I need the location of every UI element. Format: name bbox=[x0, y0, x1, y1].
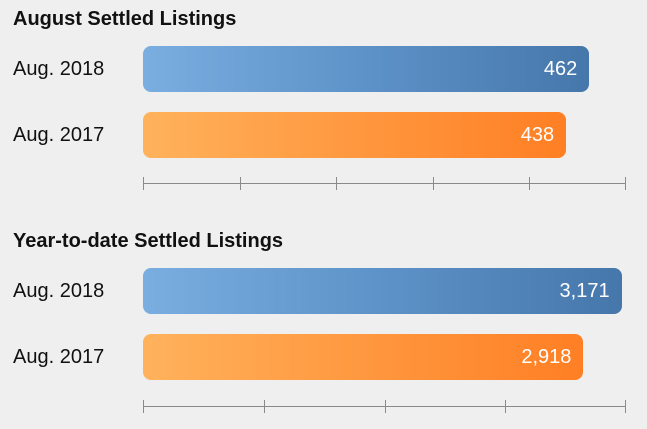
data-label: 462 bbox=[543, 58, 578, 80]
category-label: Aug. 2017 bbox=[13, 124, 105, 146]
bar-august-2018: 462 bbox=[143, 46, 590, 92]
x-axis-tick bbox=[505, 400, 507, 413]
x-axis-tick bbox=[336, 177, 338, 190]
x-axis-tick bbox=[432, 177, 434, 190]
x-axis bbox=[0, 400, 647, 414]
data-label: 3,171 bbox=[559, 280, 610, 302]
category-label: Aug. 2017 bbox=[13, 346, 105, 368]
x-axis-tick bbox=[239, 177, 241, 190]
bar-august-2017: 438 bbox=[143, 112, 567, 158]
bar-row-august-2017: Aug. 2017 438 bbox=[0, 112, 647, 158]
category-label: Aug. 2018 bbox=[13, 280, 105, 302]
category-label: Aug. 2018 bbox=[13, 58, 105, 80]
chart-title-august: August Settled Listings bbox=[13, 8, 237, 30]
bar-row-ytd-2018: Aug. 2018 3,171 bbox=[0, 268, 647, 314]
bar-ytd-2017: 2,918 bbox=[143, 334, 584, 380]
x-axis-tick bbox=[143, 400, 144, 413]
x-axis-tick bbox=[625, 177, 626, 190]
x-axis-line bbox=[143, 183, 626, 184]
bar-row-ytd-2017: Aug. 2017 2,918 bbox=[0, 334, 647, 380]
data-label: 2,918 bbox=[521, 346, 572, 368]
x-axis-tick bbox=[625, 400, 626, 413]
august-settled-listings-chart: August Settled Listings Aug. 2018 462 Au… bbox=[0, 0, 647, 200]
x-axis-tick bbox=[529, 177, 531, 190]
x-axis-tick bbox=[384, 400, 386, 413]
data-label: 438 bbox=[520, 124, 555, 146]
bar-ytd-2018: 3,171 bbox=[143, 268, 622, 314]
x-axis-tick bbox=[263, 400, 265, 413]
ytd-settled-listings-chart: Year-to-date Settled Listings Aug. 2018 … bbox=[0, 222, 647, 429]
x-axis-tick bbox=[143, 177, 144, 190]
bar-row-august-2018: Aug. 2018 462 bbox=[0, 46, 647, 92]
x-axis bbox=[0, 177, 647, 191]
chart-title-ytd: Year-to-date Settled Listings bbox=[13, 230, 284, 252]
